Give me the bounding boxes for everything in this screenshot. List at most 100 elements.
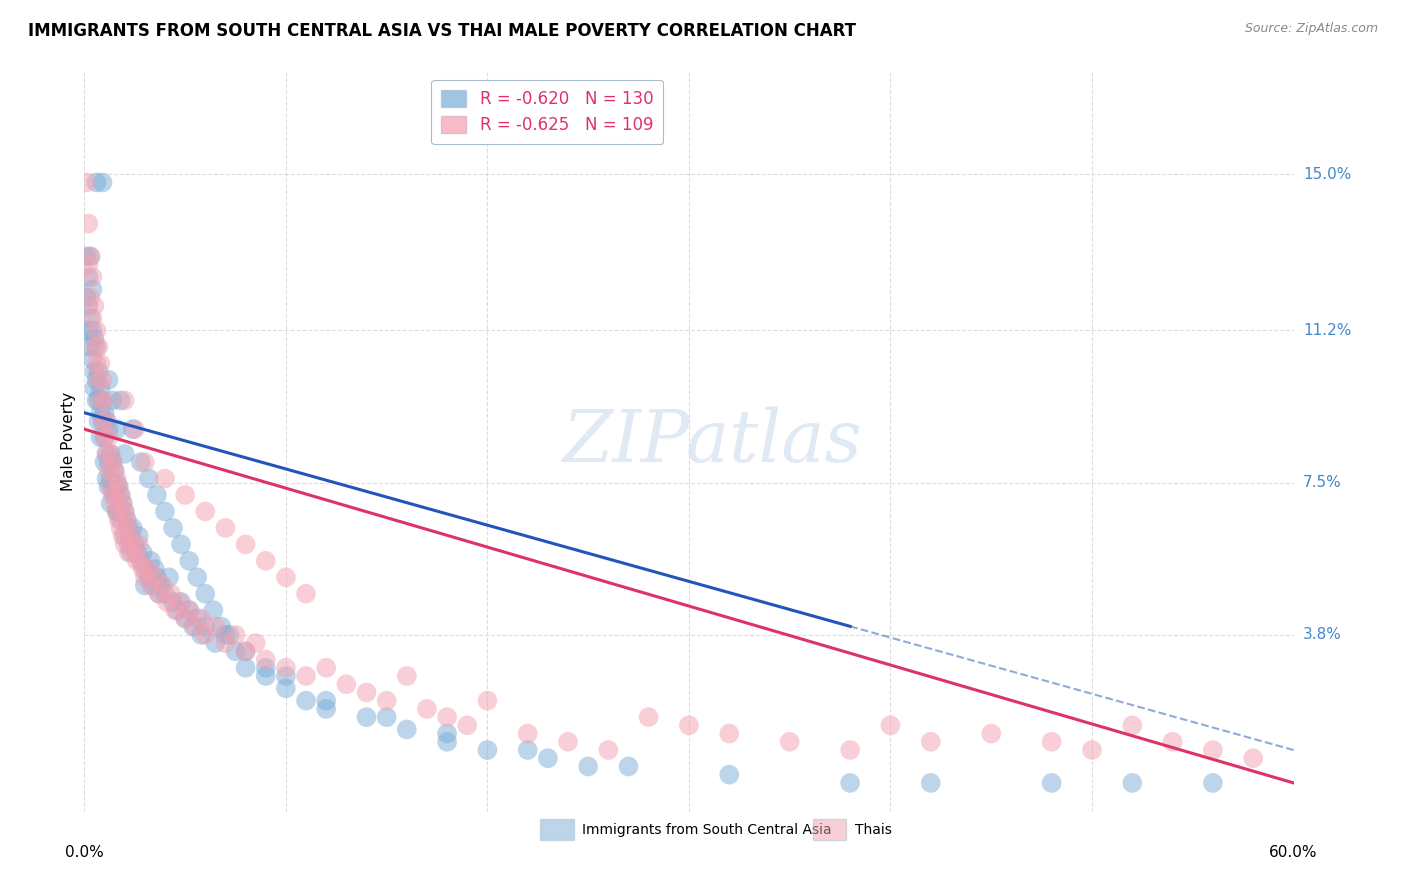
Point xyxy=(214,628,236,642)
Point xyxy=(115,513,138,527)
Point xyxy=(436,726,458,740)
Point xyxy=(1202,743,1225,757)
Point xyxy=(576,759,599,773)
Point xyxy=(110,488,132,502)
Point xyxy=(124,545,146,560)
Point xyxy=(75,250,97,264)
Point xyxy=(879,718,901,732)
Point xyxy=(118,545,141,560)
Point xyxy=(225,644,247,658)
Point xyxy=(107,504,129,518)
Point xyxy=(295,587,318,601)
Point xyxy=(100,447,122,461)
Point xyxy=(214,636,236,650)
Point xyxy=(111,496,134,510)
Point xyxy=(194,619,217,633)
Point xyxy=(100,496,122,510)
Point xyxy=(416,702,439,716)
Point xyxy=(121,422,143,436)
Point xyxy=(125,554,148,568)
Point xyxy=(111,529,134,543)
Point xyxy=(174,611,197,625)
Point xyxy=(356,710,378,724)
Point xyxy=(375,694,398,708)
Point xyxy=(194,628,217,642)
Point xyxy=(114,537,136,551)
Point xyxy=(315,702,337,716)
Point xyxy=(104,463,127,477)
Point xyxy=(93,430,115,444)
Point xyxy=(356,685,378,699)
Point xyxy=(138,471,160,485)
Point xyxy=(132,545,155,560)
Point xyxy=(82,311,104,326)
Point xyxy=(97,455,120,469)
Point xyxy=(254,554,277,568)
Point xyxy=(235,537,257,551)
Point xyxy=(105,422,128,436)
Point xyxy=(105,475,128,490)
Point xyxy=(157,570,180,584)
Point xyxy=(315,694,337,708)
Point xyxy=(204,619,226,633)
Text: 60.0%: 60.0% xyxy=(1270,845,1317,860)
Point xyxy=(516,743,538,757)
Point xyxy=(186,570,208,584)
Point xyxy=(235,644,257,658)
Point xyxy=(111,496,134,510)
Text: Thais: Thais xyxy=(855,822,891,837)
Point xyxy=(134,578,156,592)
Point xyxy=(125,545,148,560)
Point xyxy=(86,324,108,338)
Point xyxy=(107,513,129,527)
Point xyxy=(79,250,101,264)
Point xyxy=(105,471,128,485)
Point xyxy=(118,537,141,551)
Point xyxy=(110,513,132,527)
Point xyxy=(718,767,741,781)
Point xyxy=(194,587,217,601)
Point xyxy=(617,759,640,773)
Point xyxy=(128,529,150,543)
Point xyxy=(245,636,267,650)
Point xyxy=(598,743,620,757)
Point xyxy=(1121,776,1143,790)
Point xyxy=(82,324,104,338)
Point xyxy=(1121,718,1143,732)
Point xyxy=(77,324,100,338)
Point xyxy=(153,471,176,485)
Point xyxy=(129,554,152,568)
Point xyxy=(100,480,122,494)
Point xyxy=(101,480,124,494)
Point xyxy=(295,694,318,708)
Point xyxy=(839,743,862,757)
Point xyxy=(129,455,152,469)
Point xyxy=(170,595,193,609)
Point xyxy=(142,578,165,592)
Point xyxy=(637,710,659,724)
Point xyxy=(557,735,579,749)
Point xyxy=(83,381,105,395)
Point xyxy=(190,628,212,642)
Point xyxy=(162,595,184,609)
Point xyxy=(91,393,114,408)
Point xyxy=(139,554,162,568)
Point xyxy=(114,504,136,518)
Point xyxy=(114,529,136,543)
Text: 15.0%: 15.0% xyxy=(1303,167,1351,182)
Point xyxy=(91,176,114,190)
Point xyxy=(395,723,418,737)
Point xyxy=(97,463,120,477)
Point xyxy=(477,694,499,708)
Point xyxy=(179,603,201,617)
Point xyxy=(134,455,156,469)
Point xyxy=(93,393,115,408)
Point xyxy=(456,718,478,732)
Point xyxy=(149,578,172,592)
Point xyxy=(436,710,458,724)
Text: ZIPatlas: ZIPatlas xyxy=(564,406,863,477)
Point xyxy=(86,176,108,190)
Point xyxy=(165,603,187,617)
Point xyxy=(118,521,141,535)
Point xyxy=(134,570,156,584)
